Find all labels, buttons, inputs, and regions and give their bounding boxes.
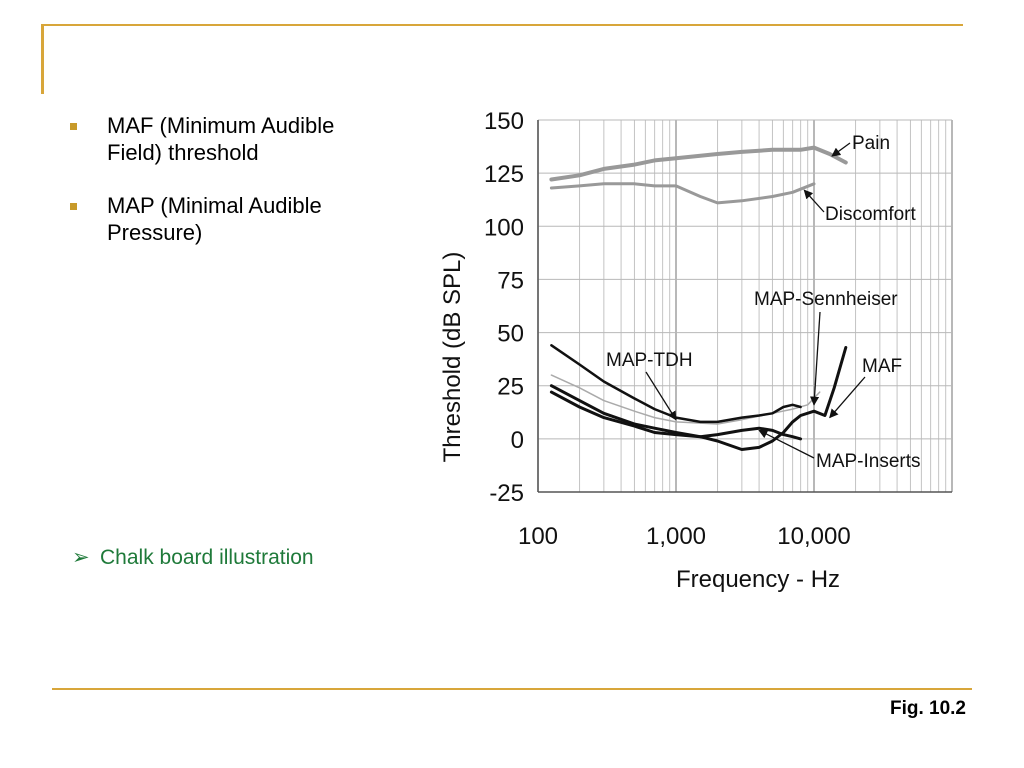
bullet-item-maf: MAF (Minimum Audible Field) threshold	[70, 112, 370, 166]
chart-series	[549, 145, 848, 451]
annotation-label: Discomfort	[825, 204, 917, 225]
x-tick-label: 10,000	[777, 523, 850, 550]
decorative-top-line	[41, 24, 963, 26]
y-tick-label: 150	[484, 108, 524, 135]
bullet-text: MAP (Minimal Audible Pressure)	[107, 193, 322, 245]
series-line-map-inserts	[549, 390, 803, 441]
annotation-label: Pain	[852, 133, 890, 154]
sub-bullet-item: ➢ Chalk board illustration	[72, 545, 314, 570]
square-bullet-icon	[70, 123, 77, 130]
chart-annotations: Pain Discomfort MAP-Sennheiser MAP-TDH MAF MA…	[606, 133, 921, 472]
annotation-arrow	[809, 311, 821, 406]
decorative-bottom-line	[52, 688, 972, 690]
y-tick-label: -25	[489, 480, 524, 507]
annotation-label: MAP-Inserts	[816, 451, 921, 472]
chart-axes: 150 125 100 75 50 25 0 -25 100 1,000 10,000	[484, 108, 952, 550]
annotation-arrow	[829, 376, 866, 419]
annotation-arrow	[803, 189, 825, 213]
series-line-pain	[549, 145, 848, 182]
x-tick-label: 100	[518, 523, 558, 550]
decorative-vertical-line	[41, 24, 44, 94]
y-axis-label: Threshold (dB SPL)	[439, 252, 466, 463]
annotation-label: MAF	[862, 356, 902, 377]
annotation-arrow	[831, 142, 851, 157]
series-line-map-tdh	[550, 344, 802, 424]
y-tick-label: 100	[484, 214, 524, 241]
y-tick-label: 125	[484, 161, 524, 188]
x-axis-label: Frequency - Hz	[676, 566, 840, 593]
annotation-label: MAP-Sennheiser	[754, 289, 898, 310]
annotation-arrow	[758, 429, 815, 459]
y-tick-label: 75	[497, 267, 524, 294]
series-line-discomfort	[549, 182, 816, 205]
figure-caption: Fig. 10.2	[889, 698, 966, 719]
x-tick-label: 1,000	[646, 523, 706, 550]
y-tick-label: 50	[497, 321, 524, 348]
y-tick-label: 0	[511, 427, 524, 454]
bullet-text: MAF (Minimum Audible Field) threshold	[107, 113, 335, 165]
annotation-label: MAP-TDH	[606, 350, 693, 371]
annotation-arrow	[645, 371, 677, 421]
bullet-list: MAF (Minimum Audible Field) threshold MA…	[70, 112, 370, 272]
arrow-bullet-icon: ➢	[72, 546, 90, 569]
series-line-maf	[549, 346, 848, 451]
threshold-chart: 150 125 100 75 50 25 0 -25 100 1,000 10,000 Pain Di…	[439, 108, 953, 593]
square-bullet-icon	[70, 203, 77, 210]
sub-bullet-text: Chalk board illustration	[100, 546, 314, 569]
y-tick-label: 25	[497, 374, 524, 401]
bullet-item-map: MAP (Minimal Audible Pressure)	[70, 192, 370, 246]
series-line-map-sennheiser	[550, 374, 821, 425]
